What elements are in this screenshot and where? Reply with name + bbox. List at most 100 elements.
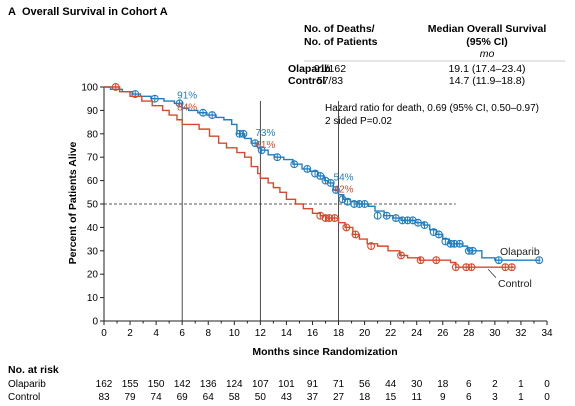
censor-mark-olaparib bbox=[350, 200, 359, 208]
censor-mark-control bbox=[342, 223, 351, 232]
at-risk-count-control: 15 bbox=[385, 392, 397, 403]
curve-control bbox=[104, 86, 515, 268]
censor-mark-olaparib bbox=[535, 256, 544, 265]
at-risk-count-control: 58 bbox=[229, 392, 241, 403]
at-risk-count-control: 18 bbox=[359, 392, 371, 403]
censor-mark-olaparib bbox=[373, 211, 382, 220]
at-risk-count-olaparib: 0 bbox=[544, 379, 550, 390]
censor-mark-olaparib bbox=[175, 99, 184, 108]
curve-label-leader-control bbox=[487, 268, 497, 278]
censor-mark-control bbox=[397, 251, 406, 260]
at-risk-count-control: 27 bbox=[333, 392, 345, 403]
x-tick-label-16: 16 bbox=[307, 328, 319, 339]
at-risk-count-control: 74 bbox=[151, 392, 163, 403]
table-header-unit: mo bbox=[480, 48, 495, 60]
table-row-olaparib-median: 19.1 (17.4–23.4) bbox=[448, 63, 525, 75]
at-risk-title: No. at risk bbox=[8, 364, 59, 376]
censor-mark-olaparib bbox=[355, 200, 364, 208]
censor-mark-olaparib bbox=[326, 178, 335, 187]
x-tick-label-34: 34 bbox=[541, 328, 553, 339]
at-risk-count-olaparib: 142 bbox=[174, 379, 191, 390]
reference-lines bbox=[104, 101, 456, 321]
y-tick-label-80: 80 bbox=[87, 129, 99, 140]
y-tick-label-0: 0 bbox=[92, 317, 98, 328]
y-axis-title: Percent of Patients Alive bbox=[67, 141, 79, 264]
at-risk-label-olaparib: Olaparib bbox=[8, 379, 46, 390]
x-tick-label-4: 4 bbox=[153, 328, 159, 339]
at-risk-count-olaparib: 136 bbox=[200, 379, 217, 390]
table-row-control-group: Control bbox=[288, 75, 325, 87]
at-risk-count-olaparib: 71 bbox=[333, 379, 345, 390]
censor-mark-control bbox=[367, 242, 376, 251]
censor-mark-olaparib bbox=[468, 246, 477, 255]
at-risk-count-control: 0 bbox=[544, 392, 550, 403]
censor-mark-olaparib bbox=[434, 230, 443, 239]
censor-mark-control bbox=[462, 263, 471, 272]
censor-mark-control bbox=[316, 211, 325, 220]
censor-mark-olaparib bbox=[311, 169, 320, 178]
at-risk-label-control: Control bbox=[8, 392, 40, 403]
censor-mark-olaparib bbox=[208, 111, 217, 120]
censor-mark-control bbox=[432, 256, 441, 265]
at-risk-count-olaparib: 1 bbox=[518, 379, 524, 390]
at-risk-count-olaparib: 155 bbox=[122, 379, 139, 390]
censor-mark-olaparib bbox=[331, 186, 340, 194]
x-tick-label-6: 6 bbox=[179, 328, 185, 339]
x-tick-label-8: 8 bbox=[205, 328, 211, 339]
at-risk-count-olaparib: 150 bbox=[148, 379, 165, 390]
y-tick-label-10: 10 bbox=[87, 293, 99, 304]
censor-mark-olaparib bbox=[251, 139, 260, 148]
landmark-control-6: 84% bbox=[177, 102, 197, 113]
table-row-olaparib-deaths: 91/162 bbox=[314, 63, 346, 75]
x-tick-label-20: 20 bbox=[359, 328, 371, 339]
x-tick-label-24: 24 bbox=[411, 328, 423, 339]
censor-mark-olaparib bbox=[273, 153, 282, 162]
censor-mark-control bbox=[507, 263, 516, 272]
at-risk-count-control: 3 bbox=[492, 392, 498, 403]
censor-mark-olaparib bbox=[494, 256, 503, 265]
y-tick-label-40: 40 bbox=[87, 223, 99, 234]
censor-mark-olaparib bbox=[150, 94, 159, 103]
at-risk-count-olaparib: 107 bbox=[252, 379, 269, 390]
at-risk-count-control: 9 bbox=[440, 392, 446, 403]
landmark-control-12: 61% bbox=[255, 140, 275, 151]
censor-mark-olaparib bbox=[316, 171, 325, 180]
y-tick-label-60: 60 bbox=[87, 176, 99, 187]
landmark-olaparib-18: 54% bbox=[334, 172, 354, 183]
summary-table: No. of Deaths/ No. of Patients Median Ov… bbox=[288, 23, 565, 87]
table-row-control-deaths: 57/83 bbox=[317, 75, 343, 87]
y-tick-label-100: 100 bbox=[81, 83, 98, 94]
curve-label-olaparib: Olaparib bbox=[500, 246, 540, 258]
curve-label-control: Control bbox=[498, 278, 532, 290]
censor-mark-olaparib bbox=[360, 200, 369, 208]
censor-mark-olaparib bbox=[239, 129, 248, 138]
at-risk-count-control: 11 bbox=[412, 392, 423, 403]
table-header-median-line1: Median Overall Survival bbox=[428, 23, 547, 35]
censor-mark-olaparib bbox=[441, 237, 450, 246]
panel-letter: A bbox=[8, 6, 16, 18]
censor-mark-olaparib bbox=[338, 195, 347, 204]
p-value-text: 2 sided P=0.02 bbox=[325, 116, 392, 127]
landmark-olaparib-6: 91% bbox=[177, 90, 197, 101]
landmark-olaparib-12: 73% bbox=[255, 128, 275, 139]
x-axis-title: Months since Randomization bbox=[252, 346, 397, 358]
at-risk-count-control: 1 bbox=[518, 392, 524, 403]
censor-mark-olaparib bbox=[408, 216, 417, 225]
censor-mark-olaparib bbox=[450, 239, 459, 248]
survival-curves bbox=[104, 83, 544, 272]
censor-mark-olaparib bbox=[303, 164, 312, 173]
at-risk-count-olaparib: 124 bbox=[226, 379, 243, 390]
landmark-labels: Olaparib Control 91%84% 73%61% 54%42% bbox=[177, 90, 540, 289]
at-risk-table: 162 155 150 142 136 124 107 101 91 71 56 44 30 18 6 2 1 0… bbox=[96, 379, 551, 403]
censor-mark-olaparib bbox=[455, 239, 464, 248]
at-risk-count-olaparib: 56 bbox=[359, 379, 371, 390]
censor-mark-olaparib bbox=[429, 228, 438, 237]
x-tick-label-2: 2 bbox=[127, 328, 133, 339]
censor-mark-control bbox=[325, 214, 334, 222]
x-tick-label-0: 0 bbox=[101, 328, 107, 339]
at-risk-count-olaparib: 2 bbox=[492, 379, 498, 390]
panel-title: Overall Survival in Cohort A bbox=[22, 6, 168, 18]
at-risk-count-control: 43 bbox=[281, 392, 293, 403]
at-risk-count-olaparib: 18 bbox=[437, 379, 449, 390]
